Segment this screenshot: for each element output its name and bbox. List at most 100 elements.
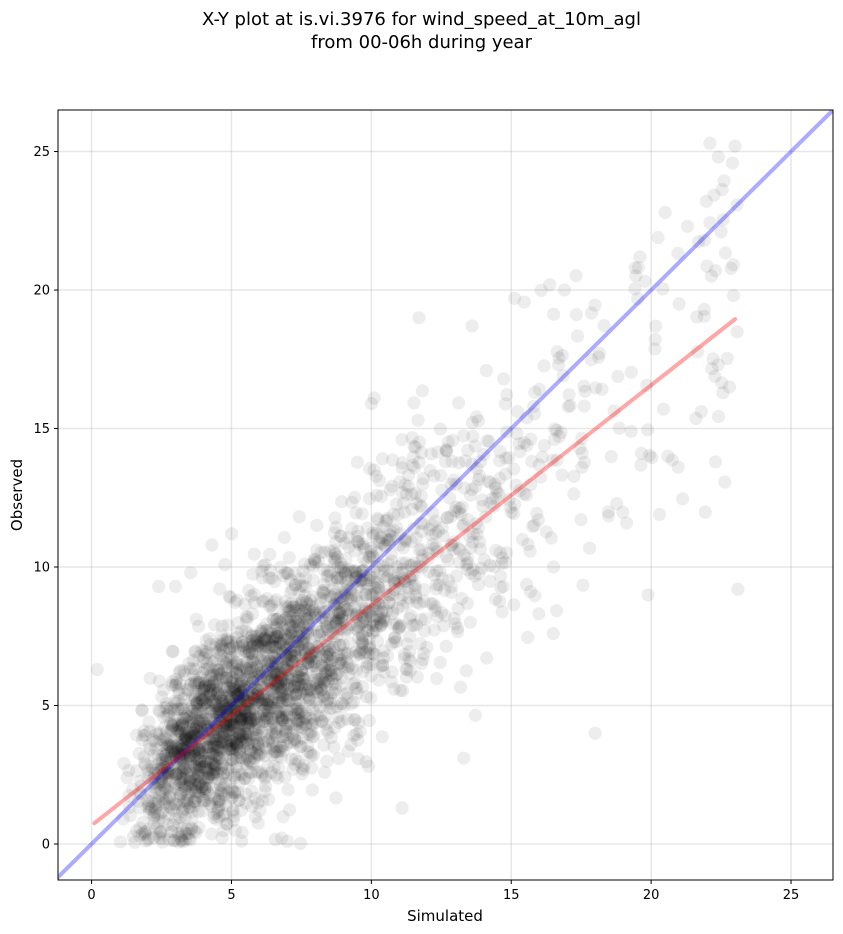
scatter-point	[239, 693, 253, 708]
scatter-point	[470, 527, 484, 542]
y-axis-label: Observed	[8, 459, 26, 531]
scatter-point	[237, 683, 251, 697]
scatter-point	[216, 633, 230, 647]
scatter-point	[200, 656, 214, 670]
scatter-point	[305, 638, 319, 652]
scatter-point	[177, 761, 191, 775]
scatter-point	[317, 738, 331, 752]
scatter-point	[327, 599, 341, 613]
scatter-point	[294, 663, 308, 677]
scatter-point	[235, 711, 249, 725]
scatter-point	[517, 487, 531, 501]
scatter-point	[431, 445, 445, 459]
scatter-point	[239, 732, 253, 746]
scatter-point	[190, 723, 204, 737]
scatter-point	[403, 558, 417, 572]
scatter-point	[403, 644, 417, 658]
scatter-point	[280, 717, 294, 731]
scatter-point	[402, 591, 416, 605]
scatter-point	[229, 736, 243, 750]
scatter-point	[347, 728, 361, 743]
scatter-point	[165, 825, 179, 839]
scatter-point	[183, 749, 198, 763]
scatter-point	[284, 573, 298, 587]
scatter-point	[128, 835, 142, 849]
scatter-point	[408, 579, 422, 593]
scatter-point	[451, 602, 465, 616]
scatter-point	[205, 668, 219, 682]
scatter-point	[234, 675, 249, 689]
scatter-point	[187, 749, 201, 763]
scatter-point	[149, 727, 164, 741]
scatter-point	[165, 720, 179, 734]
scatter-point	[236, 660, 250, 675]
scatter-point	[313, 605, 327, 619]
scatter-point	[282, 678, 296, 692]
scatter-point	[163, 791, 177, 805]
scatter-point	[180, 740, 194, 754]
scatter-point	[302, 691, 316, 705]
scatter-point	[225, 702, 239, 716]
scatter-point	[364, 397, 378, 411]
scatter-point	[193, 751, 207, 765]
scatter-point	[185, 821, 199, 835]
scatter-point	[207, 750, 221, 764]
scatter-point	[240, 641, 254, 655]
scatter-point	[269, 740, 283, 754]
scatter-point	[305, 684, 319, 698]
scatter-point	[142, 822, 156, 836]
scatter-point	[271, 630, 285, 644]
scatter-point	[268, 686, 282, 700]
scatter-point	[215, 694, 229, 708]
scatter-point	[311, 641, 325, 655]
scatter-point	[141, 831, 156, 846]
scatter-point	[333, 638, 347, 652]
scatter-point	[306, 712, 321, 726]
scatter-point	[207, 687, 221, 701]
scatter-point	[280, 641, 294, 655]
scatter-point	[141, 763, 155, 777]
scatter-point	[153, 825, 167, 839]
scatter-point	[154, 762, 168, 776]
scatter-point	[725, 156, 740, 170]
scatter-point	[435, 521, 449, 535]
scatter-point	[249, 633, 264, 647]
scatter-point	[329, 520, 343, 534]
scatter-point	[229, 656, 244, 670]
scatter-point	[169, 752, 183, 767]
scatter-point	[471, 578, 486, 592]
scatter-point	[352, 620, 366, 634]
scatter-point	[188, 645, 202, 659]
scatter-point	[174, 786, 188, 800]
scatter-point	[570, 329, 585, 343]
scatter-point	[173, 830, 187, 844]
scatter-point	[241, 736, 255, 751]
scatter-point	[355, 507, 369, 521]
scatter-point	[206, 739, 221, 753]
scatter-point	[221, 660, 235, 674]
scatter-point	[296, 564, 310, 578]
scatter-point	[154, 738, 168, 752]
scatter-point	[363, 570, 377, 585]
scatter-point	[330, 629, 344, 644]
scatter-point	[711, 409, 726, 424]
scatter-point	[515, 532, 530, 547]
scatter-point	[199, 648, 213, 662]
scatter-point	[212, 783, 226, 797]
scatter-point	[706, 352, 720, 366]
scatter-point	[328, 636, 342, 650]
scatter-point	[134, 787, 148, 801]
scatter-point	[318, 593, 332, 607]
scatter-point	[267, 639, 281, 654]
chart-title-line-1: X-Y plot at is.vi.3976 for wind_speed_at…	[202, 9, 641, 30]
scatter-point	[166, 742, 180, 756]
scatter-point	[232, 793, 246, 807]
scatter-point	[386, 606, 400, 621]
scatter-point	[190, 728, 204, 742]
scatter-point	[374, 617, 388, 631]
scatter-point	[247, 713, 261, 727]
scatter-point	[546, 453, 560, 467]
scatter-point	[322, 609, 336, 623]
scatter-point	[275, 645, 289, 659]
scatter-point	[206, 677, 220, 692]
